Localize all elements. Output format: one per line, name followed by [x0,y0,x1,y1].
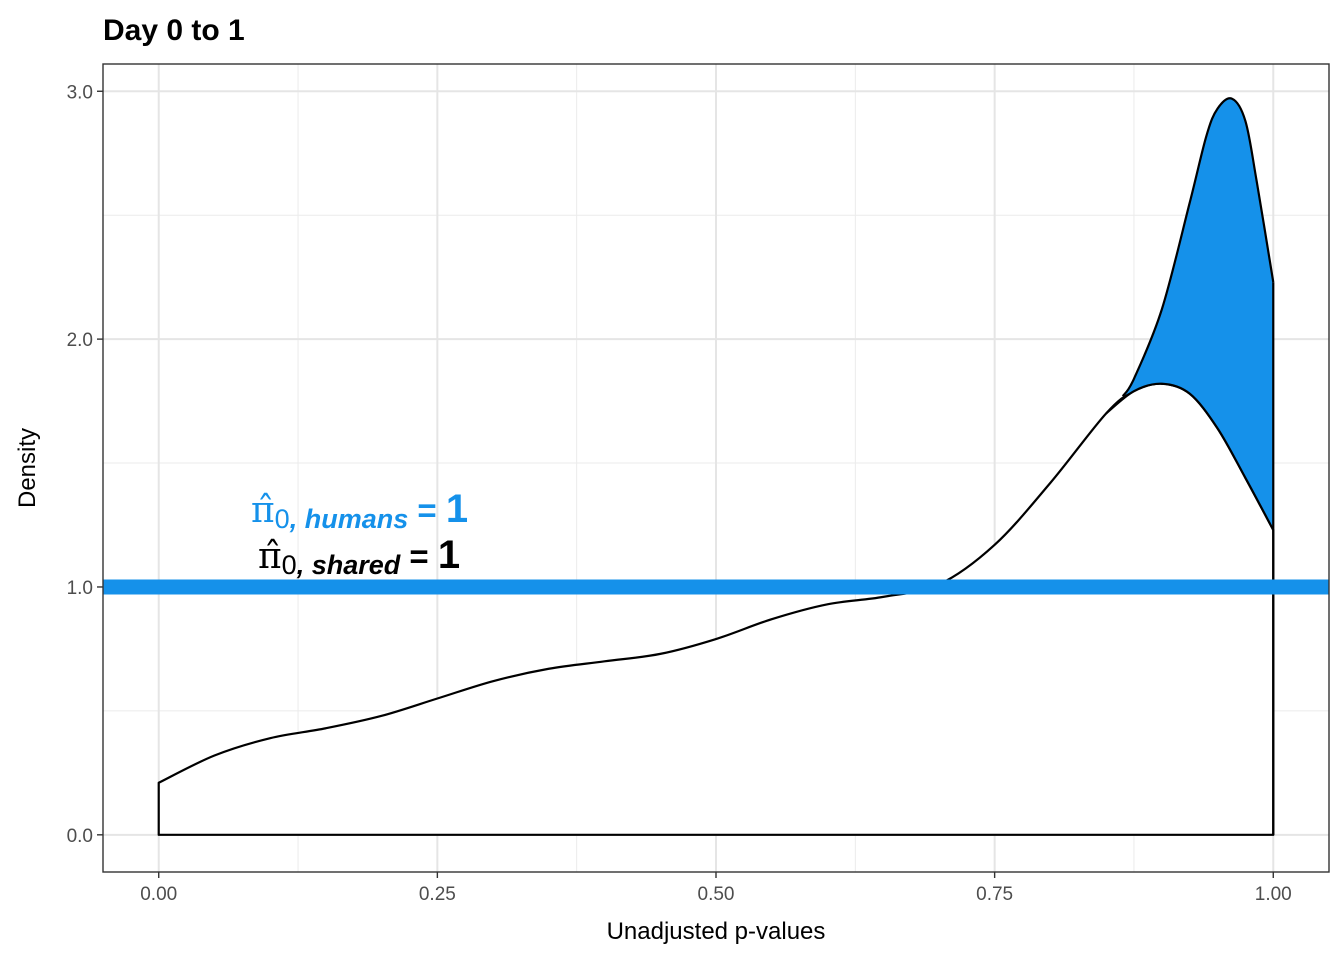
x-axis-title: Unadjusted p-values [607,918,826,945]
annotation-text: π̂0, humans = 1 [251,487,468,534]
humans-density-excess-area [1122,98,1274,530]
y-tick-label: 3.0 [67,82,93,103]
pi0-humans-annotation: π̂0, humans = 1 [251,487,468,534]
chart-title: Day 0 to 1 [103,14,245,47]
density-marks [103,97,1329,836]
shared-density-line [1105,382,1275,531]
x-tick-label: 0.25 [419,884,456,905]
y-tick-label: 2.0 [67,330,93,351]
y-axis: 0.0 1.0 2.0 3.0 [67,82,103,847]
x-tick-label: 0.00 [140,884,177,905]
x-tick-label: 0.50 [698,884,735,905]
y-tick-label: 1.0 [67,578,93,599]
x-tick-label: 1.00 [1255,884,1292,905]
x-axis: 0.00 0.25 0.50 0.75 1.00 [140,872,1292,905]
pi0-shared-annotation: π̂0, shared = 1 [258,533,460,580]
humans-density-line [1121,97,1275,397]
x-tick-label: 0.75 [976,884,1013,905]
y-tick-label: 0.0 [67,826,93,847]
annotation-text: π̂0, shared = 1 [258,533,460,580]
y-axis-title: Density [14,428,41,508]
